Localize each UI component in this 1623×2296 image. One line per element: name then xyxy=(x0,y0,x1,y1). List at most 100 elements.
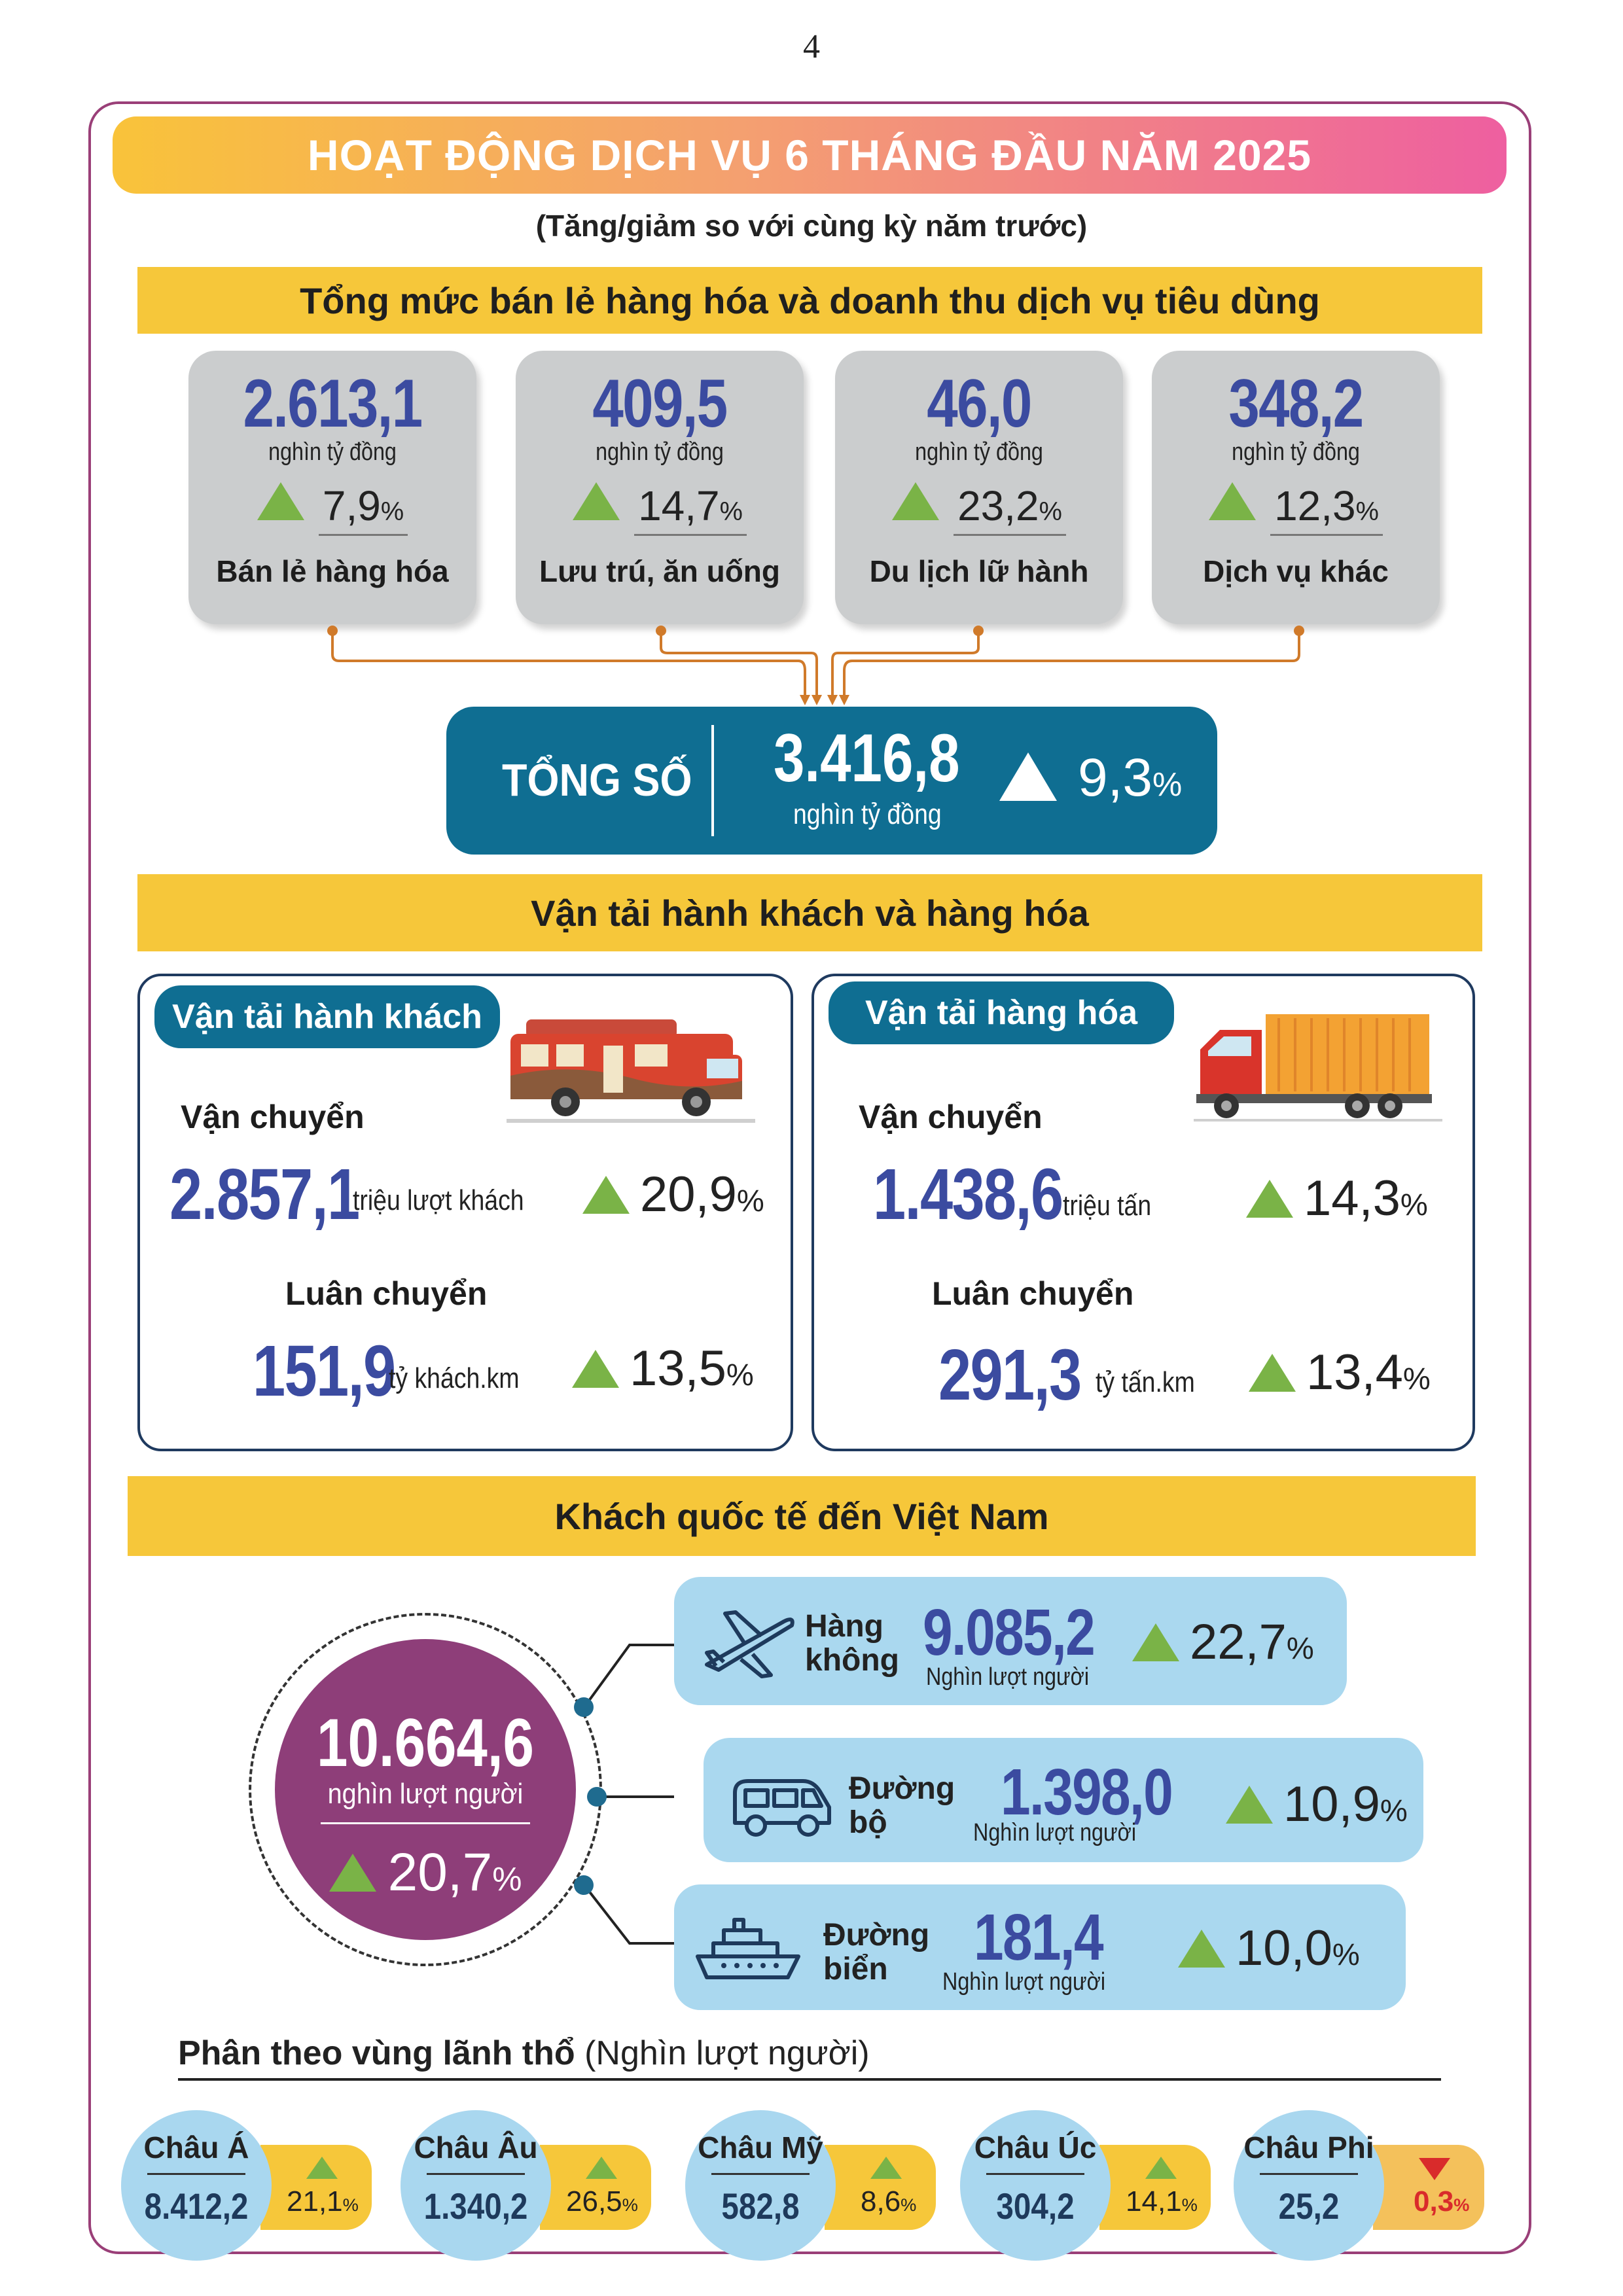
connector-arrows xyxy=(327,626,1304,705)
up-arrow-icon xyxy=(257,482,304,520)
region-name: Châu Á xyxy=(143,2130,249,2164)
region-name: Châu Mỹ xyxy=(698,2130,823,2164)
change-value: 8,6 xyxy=(861,2185,901,2217)
percent-sign: % xyxy=(342,2195,359,2215)
percent-sign: % xyxy=(380,497,404,526)
change-value: 10,9 xyxy=(1283,1776,1380,1832)
change-value: 20,7 xyxy=(387,1843,493,1902)
passenger-carried-value: 2.857,1 xyxy=(169,1154,360,1235)
card-change: 7,9% xyxy=(188,482,476,536)
visitors-total-unit: nghìn lượt người xyxy=(327,1778,524,1810)
card-unit: nghìn tỷ đồng xyxy=(915,438,1043,466)
region-name: Châu Phi xyxy=(1243,2130,1374,2164)
mode-road-unit: Nghìn lượt người xyxy=(973,1819,1137,1846)
passenger-transport-box: Vận tải hành khách Vận chuyển 2.857,1 tr… xyxy=(137,974,793,1451)
passenger-rotation-value: 151,9 xyxy=(253,1331,396,1411)
region-europe: Châu Âu 1.340,2 xyxy=(401,2110,551,2261)
visitors-total-value: 10.664,6 xyxy=(317,1705,534,1781)
van-icon xyxy=(733,1779,831,1837)
change-value: 23,2 xyxy=(957,482,1039,529)
up-arrow-icon xyxy=(870,2157,902,2182)
card-name: Du lịch lữ hành xyxy=(869,554,1089,588)
card-name: Bán lẻ hàng hóa xyxy=(216,554,449,588)
mode-road-change: 10,9% xyxy=(1226,1776,1408,1833)
up-arrow-icon xyxy=(329,1854,376,1892)
airplane-icon xyxy=(705,1610,794,1678)
mode-road-value: 1.398,0 xyxy=(1001,1756,1173,1829)
passenger-carried-unit: triệu lượt khách xyxy=(353,1184,524,1216)
percent-sign: % xyxy=(1039,497,1062,526)
percent-sign: % xyxy=(719,497,743,526)
bus-icon xyxy=(507,1019,755,1123)
mode-air-value: 9.085,2 xyxy=(923,1596,1096,1669)
region-change: 0,3% xyxy=(1414,2185,1469,2218)
passenger-rotation-unit: tỷ khách.km xyxy=(389,1362,520,1394)
percent-sign: % xyxy=(1402,1361,1431,1396)
region-oceania: Châu Úc 304,2 xyxy=(960,2110,1111,2261)
retail-heading: Tổng mức bán lẻ hàng hóa và doanh thu dị… xyxy=(137,267,1482,334)
change-value: 21,1 xyxy=(287,2185,343,2217)
region-asia: Châu Á 8.412,2 xyxy=(121,2110,272,2261)
percent-sign: % xyxy=(1380,1793,1408,1828)
up-arrow-icon xyxy=(582,1175,630,1214)
passenger-rotation-change: 13,5% xyxy=(572,1340,754,1397)
percent-sign: % xyxy=(736,1183,764,1218)
retail-card-other: 348,2 nghìn tỷ đồng 12,3% Dịch vụ khác xyxy=(1152,351,1440,624)
passenger-carried-label: Vận chuyển xyxy=(181,1099,365,1135)
visitors-total-change: 20,7% xyxy=(275,1842,576,1903)
region-heading: Phân theo vùng lãnh thổ (Nghìn lượt ngườ… xyxy=(178,2034,870,2073)
card-name: Dịch vụ khác xyxy=(1203,554,1389,588)
cargo-title: Vận tải hàng hóa xyxy=(829,981,1174,1044)
total-unit: nghìn tỷ đồng xyxy=(793,798,942,830)
mode-road-box: Đường bộ 1.398,0 Nghìn lượt người 10,9% xyxy=(704,1738,1423,1862)
percent-sign: % xyxy=(1286,1631,1314,1665)
percent-sign: % xyxy=(1181,2195,1198,2215)
mode-name-line: Đường xyxy=(849,1771,955,1806)
visitors-heading: Khách quốc tế đến Việt Nam xyxy=(128,1476,1476,1556)
ship-icon xyxy=(696,1918,800,1979)
connector-dot xyxy=(574,1875,594,1895)
mode-air-box: Hàng không 9.085,2 Nghìn lượt người 22,7% xyxy=(674,1577,1347,1705)
up-arrow-icon xyxy=(1246,1179,1293,1218)
up-arrow-icon xyxy=(572,1349,619,1388)
region-africa: Châu Phi 25,2 xyxy=(1234,2110,1384,2261)
circle-divider xyxy=(321,1822,530,1824)
region-change: 8,6% xyxy=(861,2185,916,2218)
region-divider xyxy=(986,2173,1084,2175)
percent-sign: % xyxy=(1454,2195,1470,2215)
card-name: Lưu trú, ăn uống xyxy=(539,554,781,588)
card-unit: nghìn tỷ đồng xyxy=(596,438,724,466)
card-unit: nghìn tỷ đồng xyxy=(268,438,397,466)
passenger-rotation-label: Luân chuyển xyxy=(285,1275,488,1312)
mode-sea-box: Đường biển 181,4 Nghìn lượt người 10,0% xyxy=(674,1884,1406,2010)
region-heading-rule xyxy=(178,2078,1441,2081)
cargo-transport-box: Vận tải hàng hóa Vận chuyển 1.438,6 triệ… xyxy=(812,974,1475,1451)
percent-sign: % xyxy=(1332,1937,1360,1971)
change-value: 26,5 xyxy=(566,2185,622,2217)
card-value: 46,0 xyxy=(927,366,1032,442)
passenger-carried-change: 20,9% xyxy=(582,1166,764,1223)
region-value: 582,8 xyxy=(721,2185,800,2227)
change-value: 22,7 xyxy=(1190,1614,1287,1670)
change-value: 7,9 xyxy=(322,482,381,529)
percent-sign: % xyxy=(622,2195,638,2215)
up-arrow-icon xyxy=(1178,1929,1225,1968)
connector-dot xyxy=(574,1697,594,1717)
transport-heading: Vận tải hành khách và hàng hóa xyxy=(137,874,1482,951)
change-value: 10,0 xyxy=(1236,1920,1332,1976)
mode-name-line: không xyxy=(805,1643,899,1678)
region-africa-tag: 0,3% xyxy=(1373,2145,1484,2230)
region-divider xyxy=(147,2173,245,2175)
cargo-rotation-label: Luân chuyển xyxy=(932,1275,1134,1312)
page-title: HOẠT ĐỘNG DỊCH VỤ 6 THÁNG ĐẦU NĂM 2025 xyxy=(113,116,1507,194)
percent-sign: % xyxy=(1400,1187,1428,1222)
region-change: 21,1% xyxy=(287,2185,359,2218)
region-value: 8.412,2 xyxy=(144,2185,249,2227)
cargo-carried-unit: triệu tấn xyxy=(1063,1190,1152,1222)
change-value: 0,3 xyxy=(1414,2185,1454,2217)
region-divider xyxy=(711,2173,810,2175)
card-change: 14,7% xyxy=(516,482,804,536)
cargo-rotation-value: 291,3 xyxy=(938,1335,1082,1415)
percent-sign: % xyxy=(726,1357,754,1392)
region-value: 304,2 xyxy=(996,2185,1075,2227)
